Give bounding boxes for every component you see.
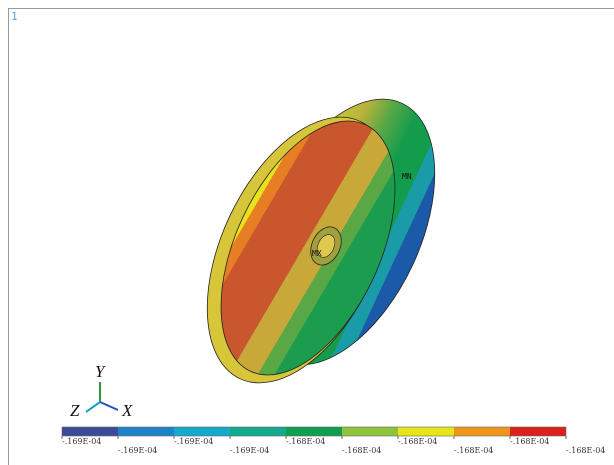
- legend: -.169E-04 -.169E-04 -.169E-04 -.169E-04 -.16…: [62, 427, 605, 455]
- legend-swatch: [174, 427, 230, 436]
- legend-swatch: [454, 427, 510, 436]
- window-number: 1: [11, 10, 18, 23]
- model: MN MX: [169, 70, 472, 411]
- legend-swatch: [510, 427, 566, 436]
- min-label: MN: [402, 172, 412, 181]
- legend-label: -.169E-04: [118, 446, 157, 455]
- axis-x: X: [121, 401, 133, 420]
- legend-label: -.169E-04: [174, 437, 213, 446]
- legend-swatch: [62, 427, 118, 436]
- legend-label: -.169E-04: [230, 446, 269, 455]
- legend-label: -.168E-04: [566, 446, 605, 455]
- legend-swatch: [342, 427, 398, 436]
- legend-label: -.168E-04: [398, 437, 437, 446]
- page: 1 MN MX Y Z X -.169E-04-.169E-04-.169E-0…: [0, 0, 614, 465]
- legend-swatch: [118, 427, 174, 436]
- triad: Y Z X: [70, 362, 133, 420]
- axis-z: Z: [70, 401, 80, 420]
- legend-label: -.168E-04: [286, 437, 325, 446]
- legend-label: -.169E-04: [62, 437, 101, 446]
- plot-window: 1 MN MX Y Z X -.169E-04-.169E-04-.169E-0…: [0, 0, 614, 465]
- legend-label: -.168E-04: [342, 446, 381, 455]
- legend-swatch: [398, 427, 454, 436]
- legend-swatch: [286, 427, 342, 436]
- legend-label: -.168E-04: [454, 446, 493, 455]
- legend-swatch: [230, 427, 286, 436]
- legend-label: -.168E-04: [510, 437, 549, 446]
- axis-y: Y: [95, 362, 106, 381]
- max-label: MX: [312, 249, 322, 258]
